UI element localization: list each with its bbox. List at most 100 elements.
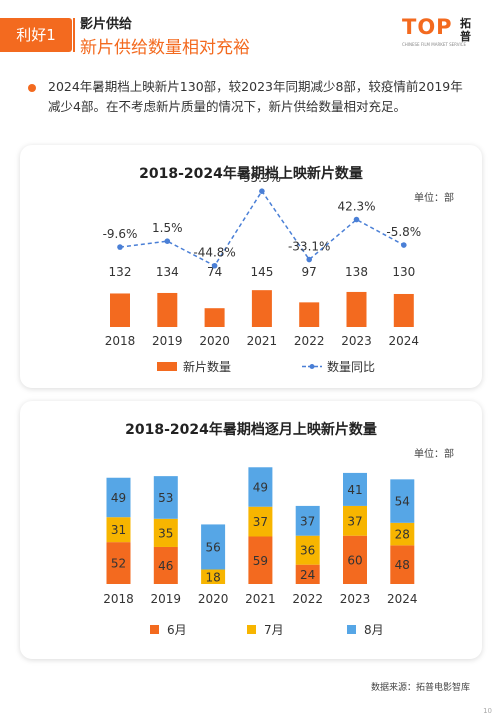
- x-tick-label: 2018: [105, 334, 136, 348]
- legend-bar-label: 新片数量: [183, 359, 231, 374]
- chart2-svg: 52 31 49 2018 46 35 53 2019 18 56 2020 59 37 49 2021 24…: [103, 467, 418, 637]
- chart1-unit: 单位：部: [414, 193, 454, 204]
- segment-value-label: 41: [347, 483, 362, 497]
- bar-segment-2021: [248, 536, 273, 584]
- segment-value-label: 54: [395, 495, 410, 509]
- bar-2024: [393, 293, 414, 327]
- bar-segment-2018: [106, 542, 131, 584]
- logo-en: CHINESE FILM MARKET SERVICE: [402, 42, 466, 47]
- x-tick-label: 2023: [340, 592, 371, 606]
- segment-value-label: 37: [300, 514, 315, 528]
- bar-value-label: 134: [156, 265, 179, 279]
- legend-line-marker: [309, 364, 315, 369]
- chart-card-monthly: 2018-2024年暑期档逐月上映新片数量 单位：部 52 31 49 2018 46 3…: [20, 401, 482, 659]
- chart2-title: 2018-2024年暑期档逐月上映新片数量: [125, 422, 377, 438]
- bar-segment-2018: [106, 517, 131, 543]
- segment-value-label: 18: [205, 570, 220, 584]
- bar-segment-2021: [248, 506, 273, 537]
- bar-segment-2019: [153, 476, 178, 519]
- summary-text: 2024年暑期档上映新片130部，较2023年同期减少8部，较疫情前2019年减…: [48, 79, 463, 114]
- legend-swatch: [150, 625, 159, 634]
- yoy-point: [211, 262, 218, 269]
- yoy-point: [117, 244, 123, 250]
- segment-value-label: 53: [158, 491, 173, 505]
- x-tick-label: 2019: [152, 334, 183, 348]
- legend-swatch: [347, 625, 356, 634]
- segment-value-label: 48: [395, 558, 410, 572]
- segment-value-label: 59: [253, 554, 268, 568]
- legend-line-label: 数量同比: [327, 359, 375, 374]
- yoy-point: [306, 256, 313, 263]
- legend-bar-swatch: [157, 362, 177, 371]
- x-tick-label: 2022: [294, 334, 325, 348]
- yoy-label: -5.8%: [386, 225, 421, 239]
- x-tick-label: 2024: [389, 334, 420, 348]
- yoy-label: -44.8%: [193, 246, 235, 260]
- segment-value-label: 49: [253, 480, 268, 494]
- segment-value-label: 28: [395, 528, 410, 542]
- logo-cn: 拓普: [460, 17, 471, 43]
- x-tick-label: 2019: [151, 592, 182, 606]
- yoy-label: -33.1%: [288, 240, 330, 254]
- segment-value-label: 24: [300, 568, 315, 582]
- top-logo: TOP 拓普 CHINESE FILM MARKET SERVICE: [402, 15, 492, 49]
- legend-swatch: [247, 625, 256, 634]
- bar-segment-2020: [201, 524, 226, 570]
- yoy-label: -9.6%: [103, 227, 138, 241]
- bar-segment-2020: [201, 569, 226, 584]
- section-subtitle: 影片供给: [80, 17, 133, 32]
- yoy-label: 42.3%: [337, 200, 375, 214]
- bar-2022: [299, 302, 320, 327]
- x-tick-label: 2023: [341, 334, 372, 348]
- bar-2023: [346, 291, 367, 327]
- bar-segment-2022: [295, 535, 320, 565]
- bar-segment-2024: [390, 522, 415, 546]
- segment-value-label: 46: [158, 559, 173, 573]
- x-tick-label: 2024: [387, 592, 418, 606]
- bar-2021: [251, 290, 272, 327]
- yoy-point: [164, 238, 171, 245]
- bar-2018: [110, 293, 130, 327]
- bullet-dot-icon: [28, 84, 36, 92]
- chart1-title: 2018-2024年暑期档上映新片数量: [139, 166, 363, 182]
- section-tag: 利好1: [0, 18, 72, 52]
- bar-segment-2023: [343, 535, 367, 584]
- bar-segment-2019: [153, 546, 178, 584]
- bar-segment-2022: [295, 505, 320, 536]
- segment-value-label: 36: [300, 544, 315, 558]
- x-tick-label: 2021: [247, 334, 278, 348]
- yoy-label: 1.5%: [152, 221, 183, 235]
- bar-segment-2024: [390, 479, 415, 523]
- header-divider: [73, 18, 75, 52]
- logo-text: TOP: [402, 15, 453, 39]
- bar-2020: [204, 308, 225, 327]
- bar-value-label: 74: [207, 265, 222, 279]
- bar-value-label: 145: [250, 265, 273, 279]
- bar-2019: [157, 292, 178, 327]
- x-tick-label: 2022: [292, 592, 323, 606]
- chart-card-yearly: 2018-2024年暑期档上映新片数量 单位：部 132 2018 134 2019 7…: [20, 145, 482, 388]
- bar-segment-2023: [343, 472, 367, 506]
- x-tick-label: 2021: [245, 592, 276, 606]
- x-tick-label: 2020: [198, 592, 229, 606]
- segment-value-label: 37: [253, 515, 268, 529]
- segment-value-label: 60: [347, 553, 362, 567]
- bar-value-label: 97: [302, 265, 317, 279]
- chart2-unit: 单位：部: [414, 449, 454, 460]
- yoy-label: 95.9%: [243, 171, 281, 185]
- segment-value-label: 31: [111, 523, 126, 537]
- yoy-point: [259, 188, 265, 194]
- bar-value-label: 130: [392, 265, 415, 279]
- bar-segment-2024: [390, 545, 415, 584]
- chart1-svg: 132 2018 134 2019 74 2020 145 2021 97 2022 138 2023…: [103, 171, 422, 374]
- page-number: 10: [483, 707, 492, 715]
- legend-label: 6月: [167, 623, 187, 637]
- yoy-point: [401, 242, 407, 248]
- x-tick-label: 2018: [103, 592, 134, 606]
- x-tick-label: 2020: [199, 334, 230, 348]
- bar-segment-2022: [295, 564, 320, 584]
- bar-segment-2019: [153, 518, 178, 547]
- segment-value-label: 35: [158, 526, 173, 540]
- segment-value-label: 56: [205, 540, 220, 554]
- legend-label: 8月: [364, 623, 384, 637]
